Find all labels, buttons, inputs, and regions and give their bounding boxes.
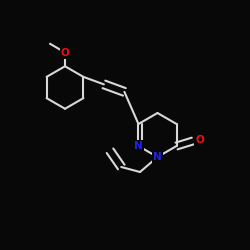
Text: N: N bbox=[134, 141, 143, 151]
Text: O: O bbox=[196, 135, 204, 145]
Text: N: N bbox=[153, 152, 162, 162]
Text: O: O bbox=[60, 48, 70, 58]
